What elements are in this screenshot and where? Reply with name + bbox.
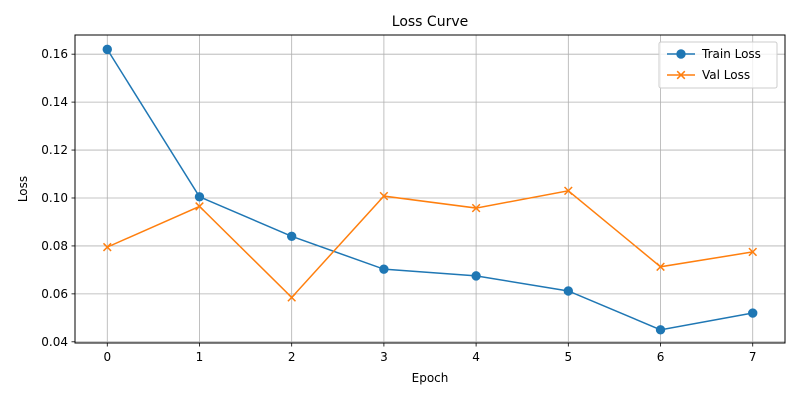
y-tick-label: 0.16 <box>41 47 68 61</box>
train-loss-point <box>656 326 664 334</box>
x-tick-label: 4 <box>472 350 480 364</box>
y-tick-label: 0.08 <box>41 239 68 253</box>
y-tick-label: 0.14 <box>41 95 68 109</box>
x-tick-label: 1 <box>196 350 204 364</box>
val-loss-line <box>107 191 752 298</box>
x-tick-label: 0 <box>103 350 111 364</box>
legend-label: Train Loss <box>701 47 761 61</box>
train-loss-point <box>195 193 203 201</box>
x-tick-label: 7 <box>749 350 757 364</box>
y-tick-label: 0.12 <box>41 143 68 157</box>
val-loss-series <box>103 187 756 301</box>
y-tick-label: 0.06 <box>41 287 68 301</box>
chart-title: Loss Curve <box>392 14 468 30</box>
y-axis-label: Loss <box>16 176 30 202</box>
train-loss-point <box>287 232 295 240</box>
train-loss-series <box>103 45 757 334</box>
legend-marker <box>677 50 685 58</box>
x-tick-label: 3 <box>380 350 388 364</box>
x-tick-label: 5 <box>564 350 572 364</box>
series-layer <box>103 45 757 334</box>
train-loss-point <box>564 287 572 295</box>
train-loss-point <box>380 265 388 273</box>
legend-label: Val Loss <box>702 68 750 82</box>
y-tick-label: 0.10 <box>41 191 68 205</box>
x-tick-label: 2 <box>288 350 296 364</box>
y-tick-label: 0.04 <box>41 335 68 349</box>
train-loss-point <box>749 309 757 317</box>
train-loss-point <box>103 45 111 53</box>
train-loss-line <box>107 49 752 329</box>
x-tick-label: 6 <box>657 350 665 364</box>
x-axis-label: Epoch <box>412 371 449 385</box>
train-loss-point <box>472 272 480 280</box>
legend: Train Loss Val Loss <box>659 42 777 88</box>
ticks: 0 1 2 3 4 5 6 7 0.04 0.06 0.08 0.10 0.12 0.14 0.16 <box>41 47 756 364</box>
